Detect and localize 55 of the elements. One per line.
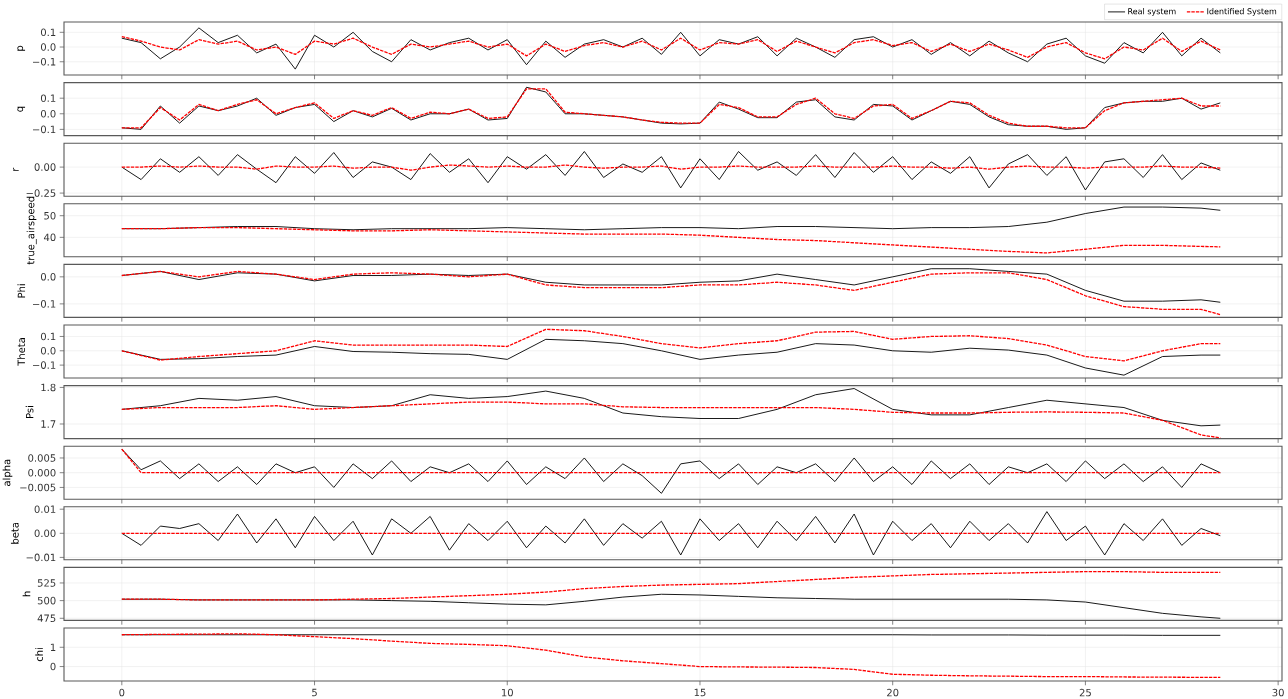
y-axis-title: beta xyxy=(10,522,19,544)
y-tick-label: 0.005 xyxy=(28,454,56,462)
y-tick-label: 40 xyxy=(43,233,56,242)
y-axis-title: p xyxy=(17,45,26,51)
y-tick-label: 500 xyxy=(37,596,56,605)
y-axis-title: h xyxy=(22,591,31,597)
y-axis-title: q xyxy=(17,106,26,112)
line-series xyxy=(121,633,1221,678)
y-tick-label: −0.005 xyxy=(20,483,56,492)
y-axis-title: Phi xyxy=(17,284,26,298)
y-tick-label: −0.1 xyxy=(32,125,56,134)
y-tick-label: 0.00 xyxy=(34,529,56,538)
x-tick-label: 15 xyxy=(694,688,706,697)
y-tick-label: 0.0 xyxy=(40,347,56,355)
y-axis-title: alpha xyxy=(2,459,13,486)
y-tick-label: 1.7 xyxy=(41,420,56,428)
y-axis-title: true_airspeed xyxy=(26,196,37,265)
y-axis-title: Theta xyxy=(17,338,26,366)
y-axis-title: chi xyxy=(35,648,43,662)
legend-label: Identified System xyxy=(1207,8,1277,16)
x-tick-label: 5 xyxy=(312,688,317,697)
y-tick-label: 1.8 xyxy=(41,383,56,392)
y-tick-label: 525 xyxy=(37,579,56,587)
line-series xyxy=(121,36,1221,60)
y-tick-label: −0.25 xyxy=(26,189,56,197)
x-tick-label: 20 xyxy=(887,688,899,697)
y-tick-label: 50 xyxy=(44,211,56,220)
line-series xyxy=(121,151,1221,191)
y-tick-label: 0.1 xyxy=(40,28,56,37)
y-tick-label: 1 xyxy=(50,643,56,651)
y-tick-label: 0.000 xyxy=(28,468,56,477)
y-tick-label: 475 xyxy=(37,614,56,622)
y-tick-label: 0.1 xyxy=(40,332,56,341)
x-tick-label: 0 xyxy=(119,688,125,697)
line-series xyxy=(121,338,1221,376)
line-series xyxy=(121,511,1221,556)
y-tick-label: −0.1 xyxy=(32,57,56,66)
y-axis-title: r xyxy=(13,167,19,171)
y-tick-label: 0.0 xyxy=(40,273,56,281)
line-series xyxy=(121,448,1221,494)
line-series xyxy=(121,27,1221,70)
y-tick-label: −0.1 xyxy=(32,361,56,369)
y-tick-label: 0.0 xyxy=(40,43,56,51)
legend-label: Real system xyxy=(1128,8,1176,16)
y-tick-label: 0.1 xyxy=(40,94,56,102)
y-axis-title: Psi xyxy=(25,406,34,419)
x-tick-label: 25 xyxy=(1079,688,1091,697)
y-tick-label: −0.1 xyxy=(32,300,56,308)
x-tick-label: 30 xyxy=(1272,688,1284,697)
y-tick-label: 0.00 xyxy=(34,163,56,171)
y-tick-label: 0.01 xyxy=(34,505,56,513)
y-tick-label: 0 xyxy=(50,662,56,671)
y-tick-label: −0.01 xyxy=(26,553,56,562)
y-tick-label: 0.0 xyxy=(40,109,56,118)
x-tick-label: 10 xyxy=(501,688,513,697)
